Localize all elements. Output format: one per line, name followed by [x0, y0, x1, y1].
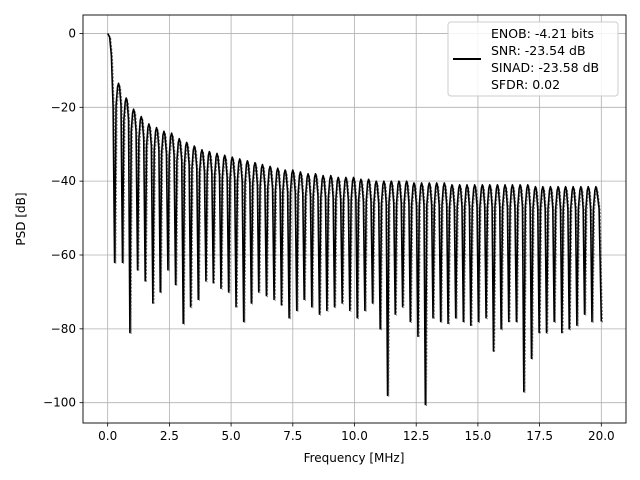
psd-trace	[106, 33, 603, 407]
x-tick-label: 12.5	[403, 429, 430, 443]
x-tick-label: 0.0	[98, 429, 117, 443]
x-tick-label: 7.5	[283, 429, 302, 443]
y-axis-label: PSD [dB]	[14, 192, 28, 245]
y-tick-label: −20	[51, 100, 76, 114]
x-axis-label: Frequency [MHz]	[304, 451, 405, 465]
y-tick-label: −80	[51, 322, 76, 336]
legend: ENOB: -4.21 bits SNR: -23.54 dB SINAD: -…	[447, 21, 619, 97]
y-tick-label: −40	[51, 174, 76, 188]
legend-box	[447, 21, 619, 97]
legend-sinad: SINAD: -23.58 dB	[491, 60, 599, 75]
x-tick-label: 2.5	[160, 429, 179, 443]
y-tick-label: −100	[43, 396, 76, 410]
y-tick-label: 0	[68, 26, 76, 40]
x-tick-label: 17.5	[526, 429, 553, 443]
x-tick-label: 15.0	[465, 429, 492, 443]
x-tick-label: 20.0	[588, 429, 615, 443]
psd-series-line	[106, 33, 603, 406]
psd-series-line-overlay	[108, 34, 603, 407]
x-tick-label: 10.0	[341, 429, 368, 443]
y-tick-label: −60	[51, 248, 76, 262]
legend-snr: SNR: -23.54 dB	[491, 43, 586, 58]
x-axis: 0.0 2.5 5.0 7.5 10.0 12.5 15.0 17.5 20.0	[98, 423, 615, 443]
x-tick-label: 5.0	[222, 429, 241, 443]
legend-sfdr: SFDR: 0.02	[491, 77, 560, 92]
y-axis: 0 −20 −40 −60 −80 −100	[43, 26, 83, 410]
legend-enob: ENOB: -4.21 bits	[491, 26, 594, 41]
